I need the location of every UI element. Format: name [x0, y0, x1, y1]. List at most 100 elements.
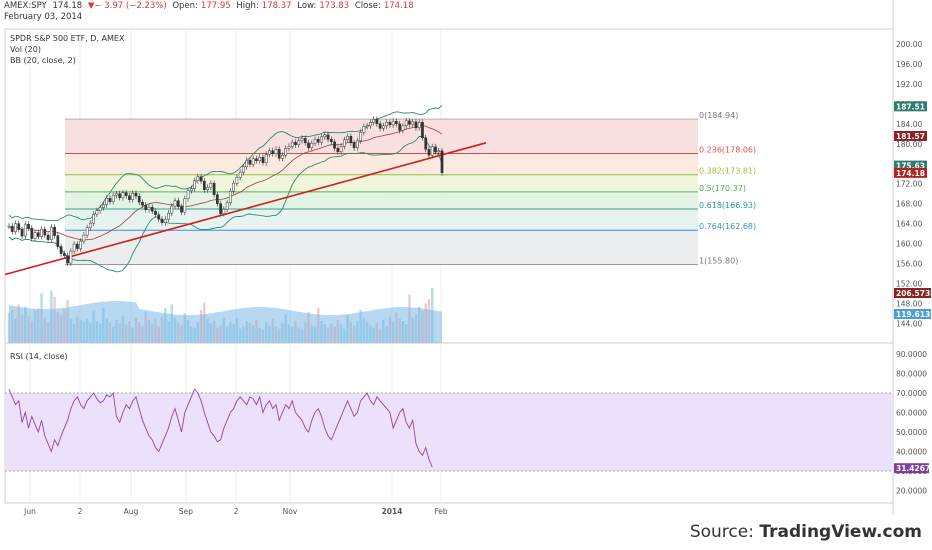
candle-body: [128, 195, 131, 200]
candle-body: [323, 134, 327, 138]
candle-body: [313, 139, 317, 144]
rsi-axis-tick: 60.0000: [896, 409, 927, 418]
candle-body: [183, 198, 187, 213]
price-axis-tick: 148.00: [896, 299, 922, 308]
candle-body: [385, 122, 389, 127]
candle-body: [196, 176, 200, 181]
candle-body: [229, 190, 232, 203]
candle-body: [82, 234, 86, 242]
candle-body: [261, 157, 265, 164]
candle-body: [268, 150, 271, 155]
candle-body: [342, 139, 346, 147]
candle-body: [20, 229, 24, 237]
candle-body: [115, 193, 118, 196]
rsi-axis-tick: 40.0000: [896, 448, 927, 457]
fib-zone: [65, 174, 698, 192]
candle-body: [76, 243, 79, 249]
high-label: High:: [236, 1, 259, 11]
candle-body: [382, 125, 385, 129]
candle-body: [92, 213, 95, 224]
candle-body: [339, 146, 343, 153]
high-value: 178.37: [261, 1, 292, 11]
price-badge-label: 181.57: [896, 132, 925, 141]
candle-body: [121, 192, 125, 198]
candle-body: [160, 218, 164, 223]
candle-body: [434, 146, 437, 153]
symbol-header: AMEX:SPY 174.18 ▼− 3.97 (−2.23%) Open: 17…: [4, 1, 417, 11]
rsi-badge-label: 31.4267: [896, 464, 930, 473]
volume-moving-average: [9, 301, 442, 343]
rsi-axis-tick: 90.0000: [896, 350, 927, 359]
candle-body: [17, 223, 21, 230]
candle-body: [264, 154, 268, 164]
rsi-panel-title: RSI (14, close): [10, 352, 68, 361]
price-axis-tick: 168.00: [896, 200, 922, 209]
volume-indicator-label: Vol (20): [10, 45, 41, 54]
open-value: 177.95: [200, 1, 231, 11]
low-value: 173.83: [319, 1, 350, 11]
candle-body: [79, 240, 82, 249]
candle-body: [222, 208, 226, 214]
candle-body: [329, 139, 333, 143]
candle-body: [362, 126, 366, 133]
candle-body: [316, 139, 320, 143]
candle-body: [72, 243, 76, 252]
candle-body: [49, 226, 53, 240]
price-badge: [894, 101, 927, 112]
candle-body: [238, 171, 242, 178]
candle-body: [56, 235, 60, 247]
candle-body: [232, 182, 235, 192]
candle-body: [202, 180, 206, 190]
fib-level-label: 0.5(170.37): [699, 184, 746, 193]
candle-body: [245, 160, 249, 168]
candle-body: [102, 204, 105, 208]
close-label: Close:: [354, 1, 381, 11]
candle-body: [369, 122, 372, 127]
x-tick-label: Nov: [283, 507, 298, 516]
candle-body: [251, 158, 255, 165]
x-tick-label: Sep: [179, 507, 193, 516]
candle-body: [284, 148, 288, 156]
volume-badge: [894, 309, 931, 319]
candle-body: [89, 222, 92, 228]
candle-body: [277, 149, 281, 159]
volume-badge-label: 206.573M: [896, 289, 932, 298]
candle-body: [176, 200, 180, 207]
bollinger-basis: [8, 124, 443, 241]
candle-body: [147, 206, 151, 210]
price-badge: [894, 167, 927, 178]
date-label: February 03, 2014: [4, 12, 83, 22]
rsi-line: [8, 388, 433, 468]
candle-body: [391, 121, 395, 126]
candle-body: [85, 227, 89, 236]
source-brand: TradingView.com: [759, 522, 922, 542]
candle-body: [170, 205, 174, 214]
price-axis-tick: 196.00: [896, 60, 922, 69]
fib-level-label: 1(155.80): [699, 257, 738, 266]
rsi-axis-tick: 50.0000: [896, 428, 927, 437]
x-tick-label: Feb: [434, 507, 448, 516]
price-axis-tick: 172.00: [896, 180, 922, 189]
price-badge: [894, 160, 927, 171]
candle-body: [274, 149, 278, 155]
candle-body: [216, 194, 219, 204]
open-label: Open:: [172, 1, 198, 11]
candle-body: [404, 120, 408, 127]
rsi-axis-tick: 80.0000: [896, 370, 927, 379]
candle-body: [281, 155, 284, 159]
low-label: Low:: [297, 1, 317, 11]
candle-body: [336, 148, 340, 153]
candle-body: [352, 142, 356, 149]
candle-body: [375, 119, 379, 125]
fib-zone: [65, 230, 698, 265]
candle-body: [430, 146, 434, 156]
candle-body: [62, 253, 66, 256]
rsi-badge: [894, 463, 929, 474]
volume-badge-label: 119.613M: [896, 310, 932, 319]
candle-body: [137, 195, 141, 203]
candle-body: [349, 136, 353, 144]
fib-level-label: 0.382(173.81): [699, 167, 756, 176]
candle-body: [326, 134, 330, 140]
candle-body: [242, 166, 245, 173]
price-badge-label: 175.63: [896, 162, 925, 171]
